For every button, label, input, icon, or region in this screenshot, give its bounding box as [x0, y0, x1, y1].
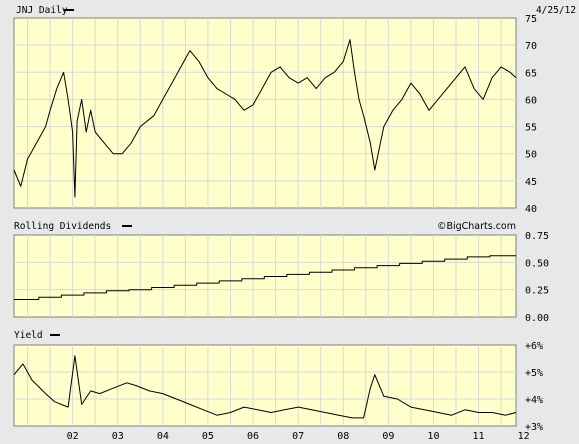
y-tick-label: 50: [525, 150, 537, 161]
x-tick-label: 02: [67, 431, 79, 442]
price-series: [13, 39, 517, 198]
y-tick-label: 70: [525, 41, 537, 52]
y-tick-label: +3%: [525, 422, 543, 433]
y-tick-label: 65: [525, 68, 537, 79]
x-tick-label: 09: [382, 431, 394, 442]
x-tick-label: 12: [518, 431, 530, 442]
y-tick-label: 55: [525, 123, 537, 134]
y-tick-label: 40: [525, 204, 537, 215]
y-tick-label: 0.75: [525, 231, 549, 242]
chart-date: 4/25/12: [536, 5, 576, 16]
series-line: [13, 355, 517, 419]
price-grid: [14, 18, 516, 208]
dividends-axis-labels: 0.75 0.50 0.25 0.00: [525, 231, 549, 324]
x-tick-label: 10: [427, 431, 439, 442]
price-panel-title: JNJ Daily: [16, 5, 68, 16]
series-line: [14, 255, 516, 300]
y-tick-label: +6%: [525, 341, 543, 352]
x-tick-label: 03: [112, 431, 124, 442]
price-plot-area: [13, 17, 517, 209]
yield-plot-area: [13, 344, 517, 427]
series-line: [13, 39, 517, 198]
yield-axis-labels: +6% +5% +4% +3%: [525, 341, 543, 433]
y-tick-label: 60: [525, 95, 537, 106]
y-tick-label: 0.25: [525, 286, 549, 297]
yield-grid: [14, 345, 516, 426]
y-tick-label: +4%: [525, 395, 543, 406]
yield-panel-title: Yield: [14, 330, 43, 341]
y-tick-label: 0.00: [525, 313, 549, 324]
y-tick-label: 75: [525, 14, 537, 25]
x-tick-label: 05: [202, 431, 214, 442]
bigcharts-credit: ©BigCharts.com: [437, 221, 516, 232]
x-tick-label: 06: [247, 431, 259, 442]
dividends-panel-title: Rolling Dividends: [14, 221, 111, 232]
y-tick-label: 45: [525, 177, 537, 188]
dividends-series: [14, 255, 516, 300]
y-tick-label: 0.50: [525, 258, 549, 269]
yield-series: [13, 355, 517, 419]
x-tick-label: 07: [292, 431, 304, 442]
x-tick-label: 04: [157, 431, 169, 442]
x-tick-label: 08: [337, 431, 349, 442]
x-axis-labels: 02 03 04 05 06 07 08 09 10 11 12: [67, 431, 530, 442]
dividends-grid: [14, 235, 516, 317]
y-tick-label: +5%: [525, 368, 543, 379]
x-tick-label: 11: [473, 431, 485, 442]
price-axis-labels: 75 70 65 60 55 50 45 40: [525, 14, 537, 215]
